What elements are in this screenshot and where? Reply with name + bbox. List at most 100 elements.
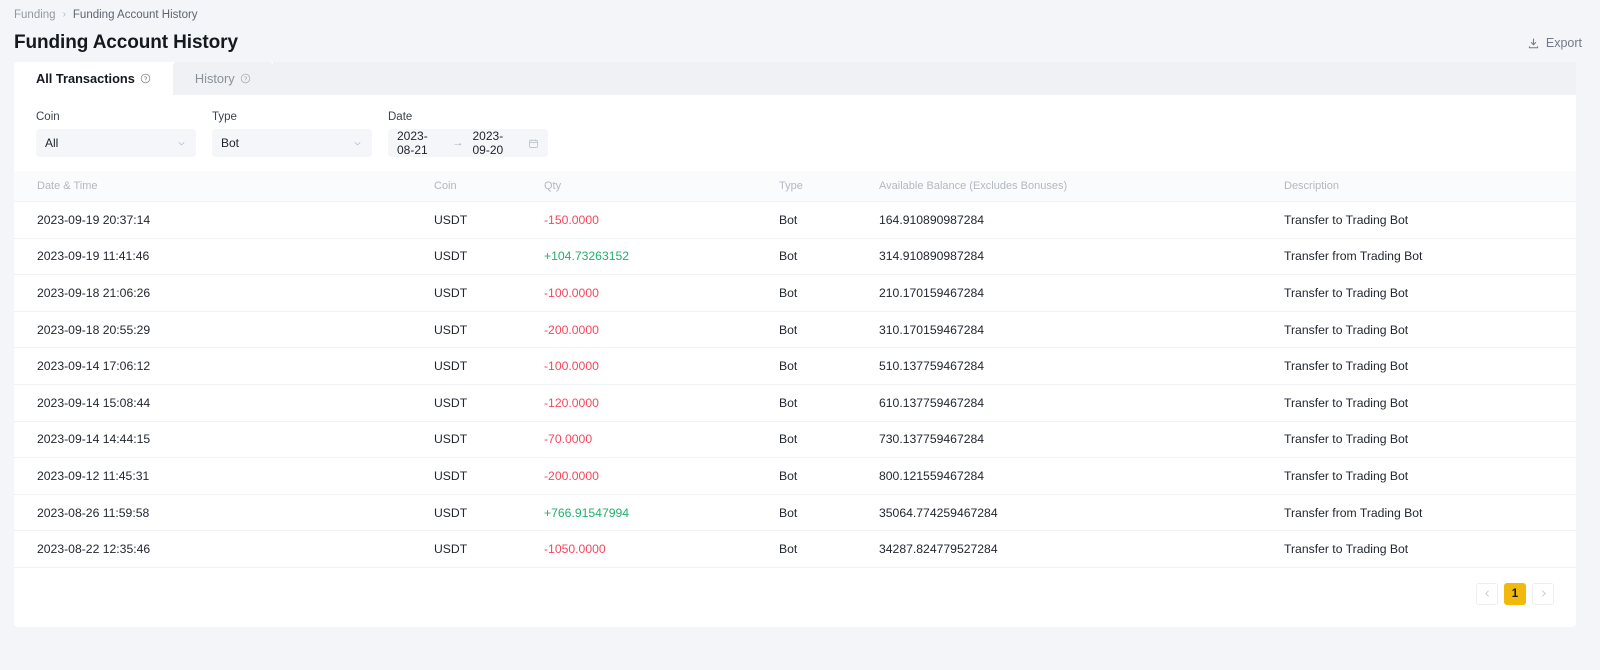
column-header-balance: Available Balance (Excludes Bonuses) (879, 180, 1068, 192)
cell-description: Transfer to Trading Bot (1284, 322, 1409, 337)
date-range-picker[interactable]: 2023-08-21 → 2023-09-20 (388, 129, 548, 157)
table-row: 2023-09-19 11:41:46 USDT +104.73263152 Bot 3… (14, 239, 1576, 276)
cell-coin: USDT (434, 249, 468, 264)
column-header-datetime: Date & Time (37, 180, 98, 192)
chevron-right-icon: › (62, 9, 66, 20)
tab-history[interactable]: History (172, 62, 273, 95)
chevron-right-icon (1539, 585, 1548, 603)
cell-coin: USDT (434, 505, 468, 520)
cell-type: Bot (779, 432, 798, 447)
filter-date-label: Date (388, 111, 413, 123)
cell-coin: USDT (434, 359, 468, 374)
cell-type: Bot (779, 395, 798, 410)
table-row: 2023-09-14 15:08:44 USDT -120.0000 Bot 610.1… (14, 385, 1576, 422)
cell-type: Bot (779, 285, 798, 300)
page-header: Funding Account History Export (0, 24, 1600, 58)
cell-coin: USDT (434, 212, 468, 227)
cell-description: Transfer to Trading Bot (1284, 212, 1409, 227)
cell-type: Bot (779, 212, 798, 227)
cell-datetime: 2023-08-26 11:59:58 (37, 505, 150, 520)
content-card: All Transactions History (14, 62, 1576, 627)
column-header-qty: Qty (544, 180, 562, 192)
cell-coin: USDT (434, 468, 468, 483)
type-select[interactable]: Bot (212, 129, 372, 157)
filter-bar: Coin All Type Bot Date 2023-08-21 → (14, 95, 1576, 157)
type-select-value: Bot (221, 136, 240, 150)
cell-description: Transfer from Trading Bot (1284, 505, 1423, 520)
table-row: 2023-09-18 20:55:29 USDT -200.0000 Bot 310.1… (14, 312, 1576, 349)
table-row: 2023-09-12 11:45:31 USDT -200.0000 Bot 800.1… (14, 458, 1576, 495)
breadcrumb-current: Funding Account History (72, 8, 198, 21)
cell-datetime: 2023-09-14 14:44:15 (37, 432, 151, 447)
tab-bar: All Transactions History (14, 62, 1576, 95)
table-body: 2023-09-19 20:37:14 USDT -150.0000 Bot 164.9… (14, 202, 1576, 568)
cell-coin: USDT (434, 285, 468, 300)
cell-qty: -150.0000 (544, 212, 599, 227)
cell-type: Bot (779, 542, 798, 557)
cell-description: Transfer to Trading Bot (1284, 432, 1409, 447)
table-row: 2023-09-14 14:44:15 USDT -70.0000 Bot 730.13… (14, 422, 1576, 459)
cell-datetime: 2023-08-22 12:35:46 (37, 542, 151, 557)
chevron-down-icon (352, 138, 363, 149)
cell-description: Transfer to Trading Bot (1284, 285, 1409, 300)
cell-qty: -70.0000 (544, 432, 593, 447)
cell-balance: 610.137759467284 (879, 395, 985, 410)
cell-type: Bot (779, 249, 798, 264)
cell-datetime: 2023-09-12 11:45:31 (37, 468, 150, 483)
pagination-page-1[interactable]: 1 (1504, 583, 1526, 605)
cell-description: Transfer to Trading Bot (1284, 395, 1409, 410)
export-button[interactable]: Export (1523, 34, 1586, 52)
cell-datetime: 2023-09-19 20:37:14 (37, 212, 151, 227)
cell-balance: 730.137759467284 (879, 432, 985, 447)
tab-all-transactions[interactable]: All Transactions (14, 62, 173, 95)
calendar-icon[interactable] (528, 138, 539, 149)
filter-coin-label: Coin (36, 111, 60, 123)
filter-type-label: Type (212, 111, 237, 123)
table-row: 2023-09-19 20:37:14 USDT -150.0000 Bot 164.9… (14, 202, 1576, 239)
filter-coin: Coin All (36, 111, 196, 157)
cell-description: Transfer from Trading Bot (1284, 249, 1423, 264)
page-title: Funding Account History (14, 32, 238, 53)
cell-type: Bot (779, 322, 798, 337)
column-header-coin: Coin (434, 180, 457, 192)
cell-balance: 310.170159467284 (879, 322, 985, 337)
cell-qty: +766.91547994 (544, 505, 630, 520)
pagination-next-button[interactable] (1532, 583, 1554, 605)
cell-qty: -100.0000 (544, 285, 599, 300)
coin-select[interactable]: All (36, 129, 196, 157)
transactions-table: Date & Time Coin Qty Type Available Bala… (14, 171, 1576, 568)
cell-description: Transfer to Trading Bot (1284, 359, 1409, 374)
cell-coin: USDT (434, 542, 468, 557)
pagination-prev-button[interactable] (1476, 583, 1498, 605)
cell-qty: -200.0000 (544, 468, 599, 483)
breadcrumb-link-funding[interactable]: Funding (14, 8, 56, 21)
column-header-description: Description (1284, 180, 1340, 192)
cell-description: Transfer to Trading Bot (1284, 542, 1409, 557)
chevron-down-icon (176, 138, 187, 149)
info-circle-icon[interactable] (240, 73, 251, 84)
export-label: Export (1545, 36, 1582, 50)
cell-datetime: 2023-09-18 21:06:26 (37, 285, 151, 300)
cell-qty: -1050.0000 (544, 542, 606, 557)
chevron-left-icon (1483, 585, 1492, 603)
table-row: 2023-09-14 17:06:12 USDT -100.0000 Bot 510.1… (14, 348, 1576, 385)
table-row: 2023-08-22 12:35:46 USDT -1050.0000 Bot 3428… (14, 531, 1576, 568)
cell-datetime: 2023-09-18 20:55:29 (37, 322, 151, 337)
breadcrumb: Funding › Funding Account History (0, 0, 1600, 24)
cell-qty: -200.0000 (544, 322, 599, 337)
cell-balance: 210.170159467284 (879, 285, 985, 300)
info-circle-icon[interactable] (140, 73, 151, 84)
cell-qty: +104.73263152 (544, 249, 630, 264)
cell-qty: -100.0000 (544, 359, 599, 374)
column-header-type: Type (779, 180, 803, 192)
cell-coin: USDT (434, 395, 468, 410)
cell-balance: 314.910890987284 (879, 249, 985, 264)
cell-datetime: 2023-09-14 15:08:44 (37, 395, 151, 410)
cell-balance: 35064.774259467284 (879, 505, 998, 520)
cell-balance: 34287.824779527284 (879, 542, 998, 557)
date-start-value[interactable]: 2023-08-21 (397, 129, 428, 157)
pagination: 1 (1476, 583, 1554, 605)
filter-type: Type Bot (212, 111, 372, 157)
date-end-value[interactable]: 2023-09-20 (472, 129, 504, 157)
cell-coin: USDT (434, 322, 468, 337)
